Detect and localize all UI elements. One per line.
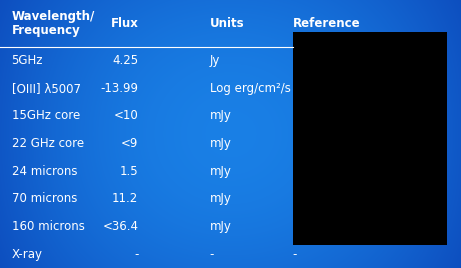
Text: 160 microns: 160 microns <box>12 220 84 233</box>
Text: 4.25: 4.25 <box>112 54 138 67</box>
Text: mJy: mJy <box>210 192 231 205</box>
Text: 1.5: 1.5 <box>120 165 138 178</box>
Text: 24 microns: 24 microns <box>12 165 77 178</box>
Text: 22 GHz core: 22 GHz core <box>12 137 83 150</box>
Text: mJy: mJy <box>210 110 231 122</box>
Text: -: - <box>134 248 138 261</box>
Text: Flux: Flux <box>111 17 138 30</box>
Text: 11.2: 11.2 <box>112 192 138 205</box>
Text: X-ray: X-ray <box>12 248 42 261</box>
Text: 15GHz core: 15GHz core <box>12 110 80 122</box>
Text: Units: Units <box>210 17 244 30</box>
Text: -13.99: -13.99 <box>100 82 138 95</box>
Text: Reference: Reference <box>293 17 361 30</box>
Text: [OIII] λ5007: [OIII] λ5007 <box>12 82 81 95</box>
Text: <10: <10 <box>113 110 138 122</box>
Text: mJy: mJy <box>210 165 231 178</box>
Bar <box>293 32 447 245</box>
Text: 5GHz: 5GHz <box>12 54 43 67</box>
Text: <36.4: <36.4 <box>102 220 138 233</box>
Text: 70 microns: 70 microns <box>12 192 77 205</box>
Text: <9: <9 <box>121 137 138 150</box>
Text: Jy: Jy <box>210 54 220 67</box>
Text: -: - <box>293 248 297 261</box>
Text: Log erg/cm²/s: Log erg/cm²/s <box>210 82 290 95</box>
Text: mJy: mJy <box>210 137 231 150</box>
Text: -: - <box>210 248 214 261</box>
Text: mJy: mJy <box>210 220 231 233</box>
Text: Wavelength/
Frequency: Wavelength/ Frequency <box>12 10 95 37</box>
